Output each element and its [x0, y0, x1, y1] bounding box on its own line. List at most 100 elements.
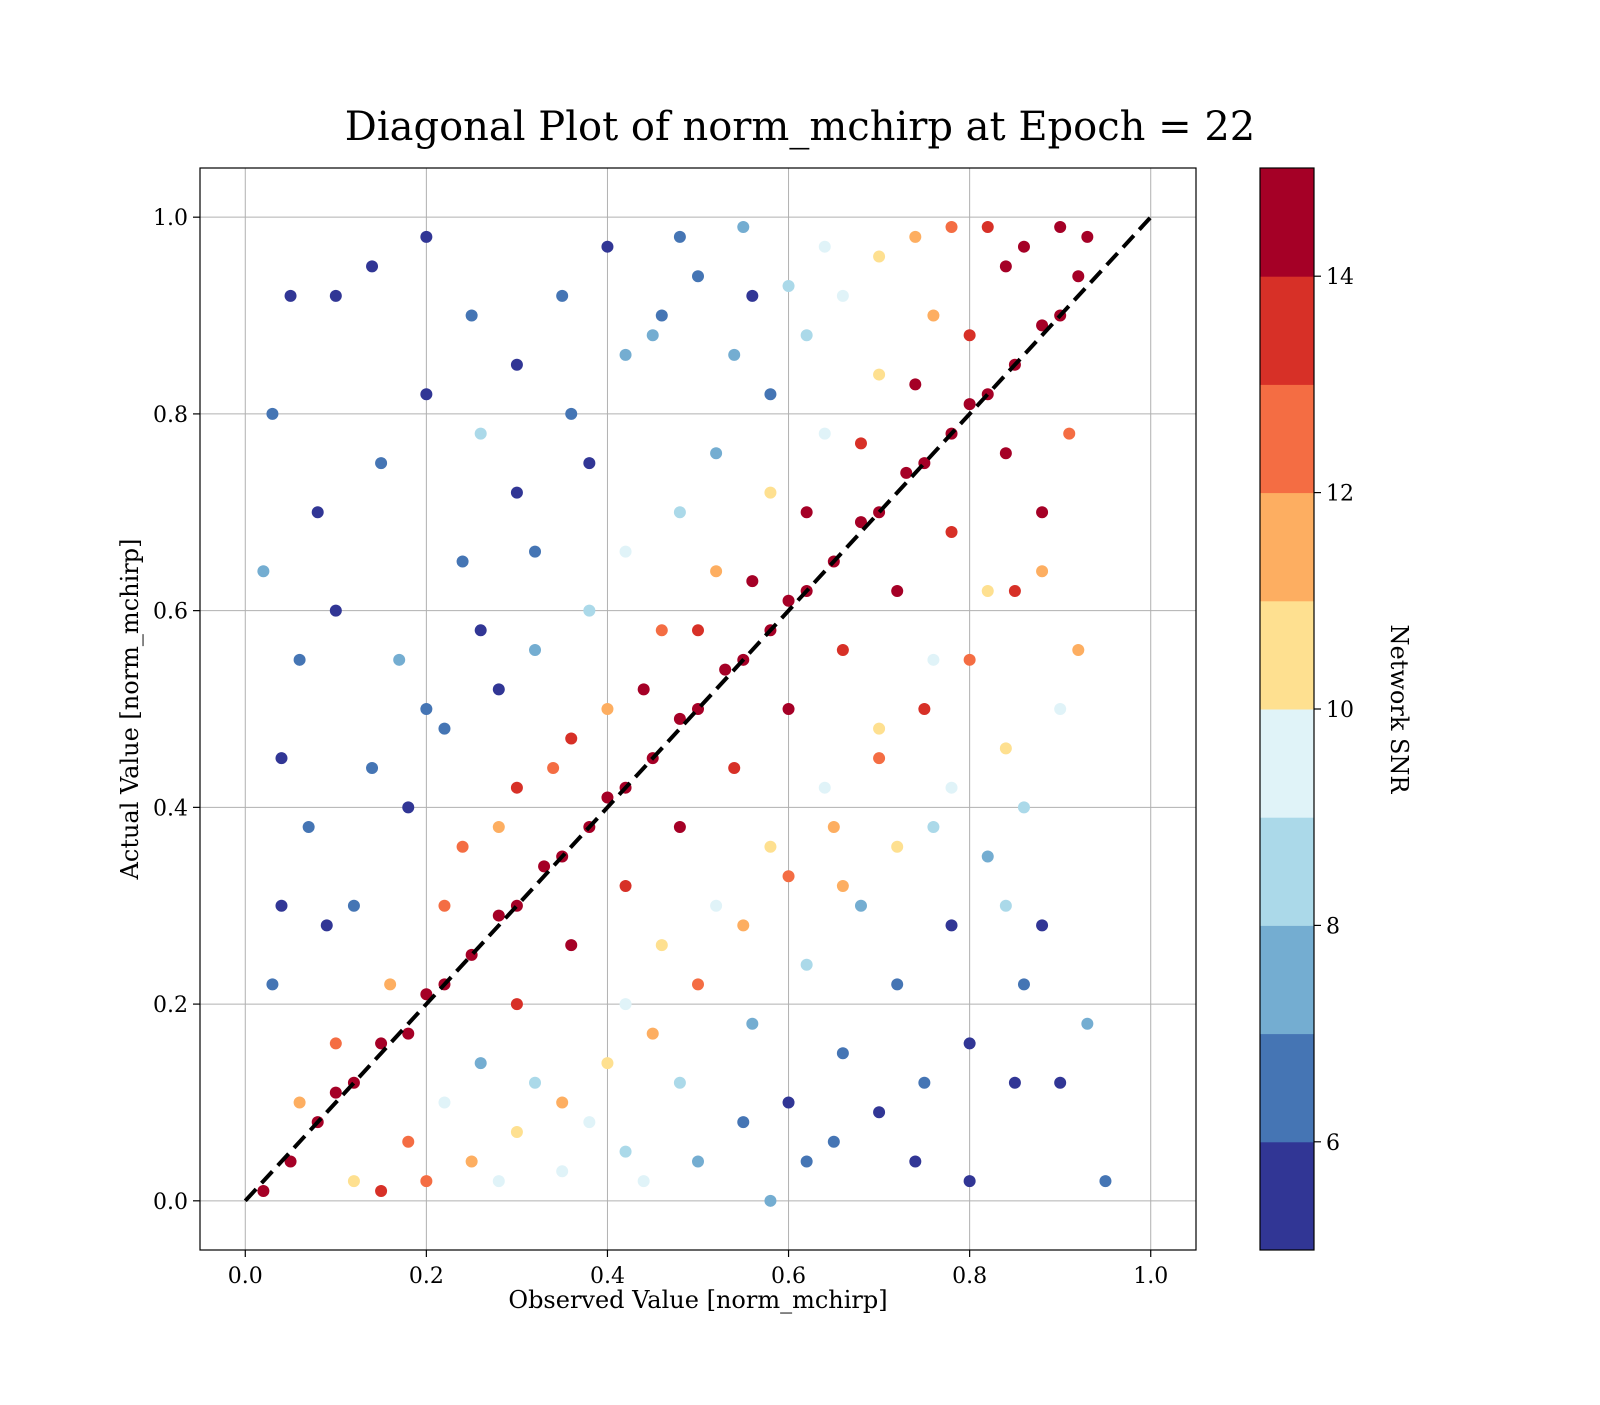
colorbar-segment	[1260, 384, 1314, 494]
data-point	[918, 703, 931, 715]
data-point	[673, 821, 686, 834]
data-point	[927, 653, 940, 666]
data-point	[284, 289, 297, 302]
data-point	[619, 880, 632, 893]
data-point	[438, 1096, 451, 1109]
colorbar-segment	[1260, 1033, 1314, 1143]
y-tick-label: 0.6	[153, 600, 188, 625]
data-point	[601, 1057, 614, 1070]
data-point	[782, 1096, 795, 1109]
data-point	[329, 604, 342, 617]
data-point	[692, 1155, 704, 1168]
data-point	[746, 1017, 759, 1030]
data-point	[673, 712, 686, 725]
data-point	[646, 1027, 659, 1040]
data-point	[1008, 1076, 1021, 1089]
data-point	[782, 703, 795, 715]
data-point	[366, 260, 379, 273]
data-point	[393, 653, 406, 666]
data-point	[619, 545, 632, 558]
y-tick-label: 0.2	[153, 993, 188, 1018]
x-tick-label: 0.0	[228, 1264, 263, 1289]
data-point	[492, 909, 505, 922]
data-point	[556, 1165, 569, 1178]
colorbar-segment	[1260, 817, 1314, 926]
x-tick-label: 0.2	[409, 1264, 444, 1289]
data-point	[329, 289, 342, 302]
data-point	[456, 840, 469, 853]
data-point	[293, 1096, 306, 1109]
data-point	[474, 1057, 487, 1070]
data-point	[556, 1096, 569, 1109]
data-point	[737, 1116, 750, 1129]
data-point	[646, 329, 659, 342]
data-point	[782, 280, 795, 293]
data-point	[836, 880, 849, 893]
data-point	[510, 781, 523, 794]
colorbar-segment	[1260, 925, 1314, 1035]
data-point	[927, 821, 940, 834]
data-point	[1072, 643, 1085, 656]
data-point	[302, 821, 315, 834]
data-point	[719, 663, 732, 676]
data-point	[257, 565, 270, 578]
data-point	[963, 398, 976, 411]
data-point	[945, 919, 958, 932]
x-tick-label: 1.0	[1133, 1264, 1168, 1289]
data-point	[999, 260, 1012, 273]
data-point	[900, 466, 913, 479]
data-point	[384, 978, 397, 991]
data-point	[827, 821, 840, 834]
data-point	[764, 388, 777, 401]
data-point	[891, 978, 904, 991]
data-point	[945, 525, 958, 538]
data-point	[565, 407, 578, 420]
data-point	[465, 309, 478, 322]
data-point	[981, 850, 994, 863]
y-axis-label: Actual Value [norm_mchirp]	[116, 539, 144, 881]
data-point	[1054, 1076, 1067, 1089]
colorbar-ticks: 6 8 10 12 14	[1314, 265, 1354, 1156]
data-point	[981, 221, 994, 234]
data-point	[619, 348, 632, 361]
data-point	[366, 762, 379, 775]
data-point	[836, 289, 849, 302]
data-point	[909, 378, 922, 391]
data-point	[692, 624, 704, 637]
data-point	[529, 643, 542, 656]
data-point	[492, 1175, 505, 1188]
data-point	[963, 1175, 976, 1188]
data-point	[1036, 565, 1049, 578]
data-point	[818, 427, 831, 440]
data-point	[1099, 1175, 1112, 1188]
data-point	[420, 230, 433, 243]
data-point	[999, 742, 1012, 755]
data-point	[1063, 427, 1076, 440]
data-point	[1017, 801, 1030, 814]
data-point	[800, 1155, 813, 1168]
data-point	[347, 1175, 360, 1188]
data-point	[963, 329, 976, 342]
data-point	[565, 939, 578, 952]
data-point	[474, 427, 487, 440]
data-point	[275, 752, 288, 765]
data-point	[673, 1076, 686, 1089]
data-point	[891, 584, 904, 597]
data-point	[1081, 230, 1094, 243]
data-point	[1017, 240, 1030, 253]
data-point	[329, 1086, 342, 1099]
colorbar-label: Network SNR	[1385, 625, 1413, 795]
data-point	[963, 1037, 976, 1050]
data-point	[1008, 584, 1021, 597]
data-point	[891, 840, 904, 853]
data-point	[1054, 221, 1067, 234]
data-point	[420, 703, 433, 715]
data-point	[510, 1125, 523, 1138]
data-point	[710, 899, 723, 912]
data-point	[1072, 270, 1085, 283]
data-point	[438, 899, 451, 912]
data-point	[963, 653, 976, 666]
data-point	[854, 437, 867, 450]
data-point	[565, 732, 578, 745]
colorbar-segment	[1260, 492, 1314, 602]
